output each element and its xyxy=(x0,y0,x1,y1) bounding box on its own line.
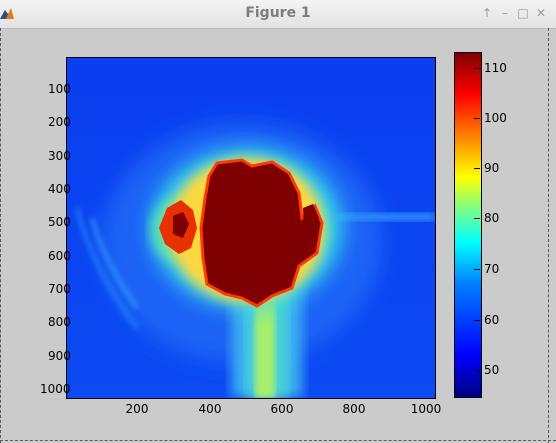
colorbar-tick-mark xyxy=(474,68,480,69)
colorbar-tick-label: 110 xyxy=(484,61,507,75)
colorbar-tick-mark xyxy=(474,269,480,270)
colorbar-tick-label: 100 xyxy=(484,111,507,125)
image-axes[interactable] xyxy=(66,57,436,399)
x-tick-label: 200 xyxy=(125,402,149,416)
y-tick-label: 700 xyxy=(48,282,71,296)
x-tick-label: 800 xyxy=(342,402,366,416)
heatmap-image xyxy=(67,58,435,398)
window-title: Figure 1 xyxy=(245,5,311,21)
window-frame-bottom xyxy=(0,440,556,441)
matlab-app-icon[interactable] xyxy=(0,6,14,20)
colorbar-tick-label: 80 xyxy=(484,211,500,225)
colorbar-tick-mark xyxy=(474,118,480,119)
colorbar-tick-mark xyxy=(474,218,480,219)
keep-above-button[interactable]: ↑ xyxy=(481,6,493,20)
y-tick-label: 500 xyxy=(48,215,71,229)
y-tick-label: 200 xyxy=(48,115,71,129)
close-button[interactable]: ✕ xyxy=(535,6,547,20)
title-bar[interactable]: Figure 1 ↑ – □ ✕ xyxy=(0,0,556,29)
y-tick-label: 800 xyxy=(48,315,71,329)
maximize-button[interactable]: □ xyxy=(517,6,529,20)
colorbar-tick-label: 60 xyxy=(484,313,500,327)
colorbar-tick-label: 70 xyxy=(484,262,500,276)
colorbar-tick-label: 90 xyxy=(484,161,500,175)
y-tick-label: 400 xyxy=(48,182,71,196)
y-tick-label: 300 xyxy=(48,149,71,163)
colorbar-tick-label: 50 xyxy=(484,363,500,377)
x-tick-label: 600 xyxy=(270,402,294,416)
y-tick-label: 100 xyxy=(48,82,71,96)
x-tick-label: 400 xyxy=(198,402,222,416)
colorbar[interactable] xyxy=(454,52,482,398)
colorbar-tick-mark xyxy=(474,320,480,321)
window-frame-right xyxy=(548,28,549,443)
colorbar-tick-mark xyxy=(474,168,480,169)
y-tick-label: 1000 xyxy=(40,382,71,396)
minimize-button[interactable]: – xyxy=(502,6,508,20)
y-tick-label: 900 xyxy=(48,349,71,363)
colorbar-tick-mark xyxy=(474,370,480,371)
y-tick-label: 600 xyxy=(48,249,71,263)
window-frame-left xyxy=(0,28,3,443)
x-tick-label: 1000 xyxy=(410,402,442,416)
